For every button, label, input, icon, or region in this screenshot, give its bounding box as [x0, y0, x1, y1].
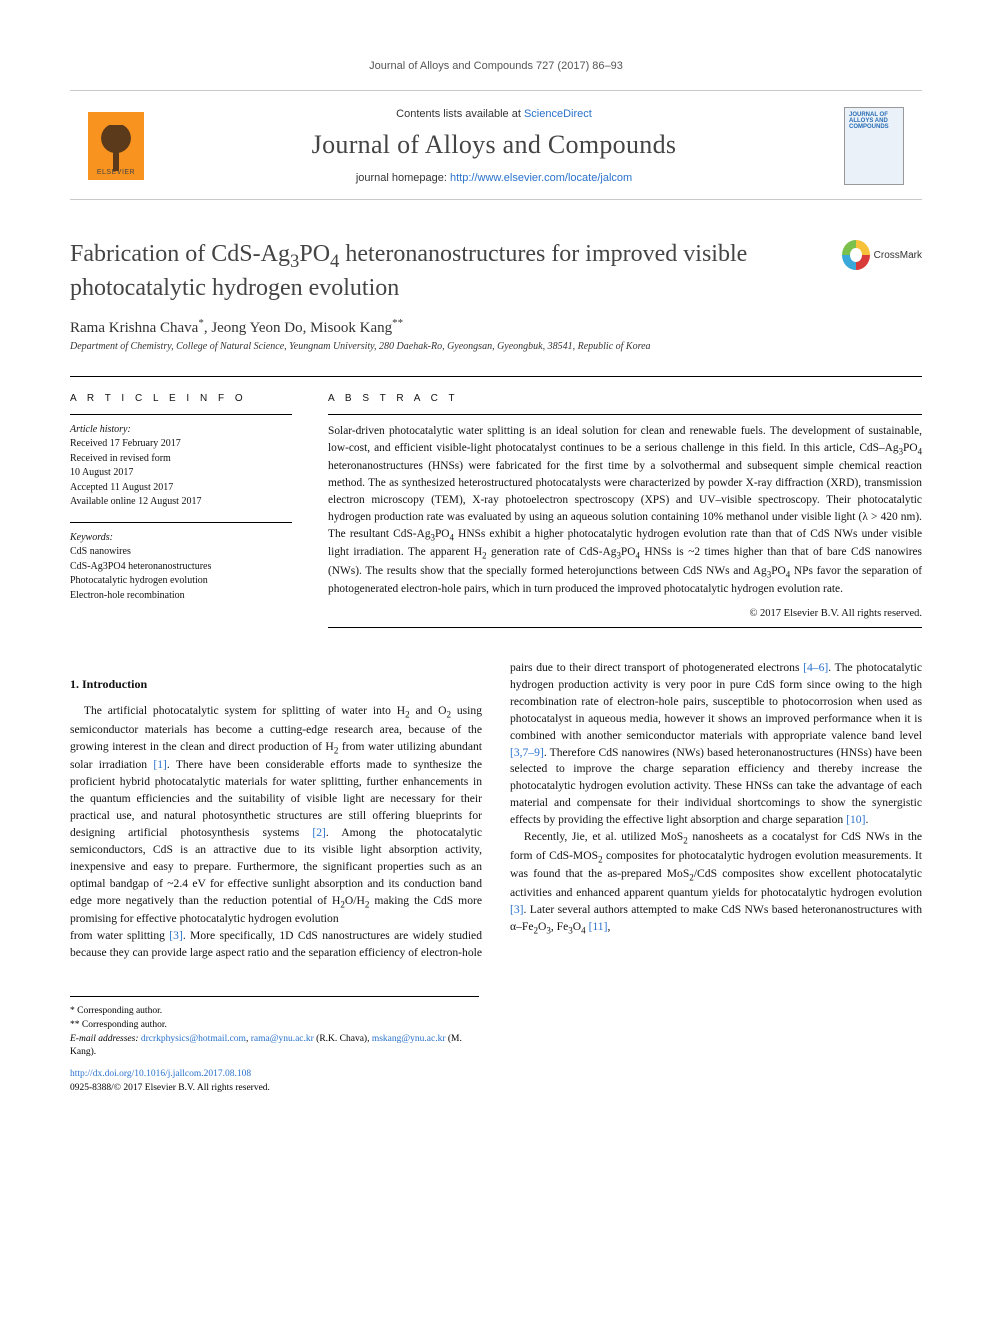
homepage-prefix: journal homepage: [356, 172, 450, 184]
journal-cover-thumbnail: JOURNAL OF ALLOYS AND COMPOUNDS [844, 107, 904, 185]
crossmark-label: CrossMark [874, 250, 922, 261]
abstract-heading: A B S T R A C T [328, 393, 922, 404]
elsevier-tree-icon [96, 125, 136, 169]
journal-homepage-line: journal homepage: http://www.elsevier.co… [162, 172, 826, 184]
keywords-block: Keywords: CdS nanowires CdS-Ag3PO4 heter… [70, 531, 292, 604]
email-label: E-mail addresses: [70, 1034, 139, 1044]
elsevier-logo: ELSEVIER [88, 112, 144, 180]
article-title: Fabrication of CdS-Ag3PO4 heteronanostru… [70, 240, 828, 303]
body-paragraph: Recently, Jie, et al. utilized MoS2 nano… [510, 829, 922, 937]
keyword: CdS nanowires [70, 546, 131, 557]
history-line: Accepted 11 August 2017 [70, 482, 173, 493]
journal-masthead: ELSEVIER Contents lists available at Sci… [70, 90, 922, 200]
crossmark-badge[interactable]: CrossMark [842, 240, 922, 270]
keyword: Photocatalytic hydrogen evolution [70, 575, 208, 586]
contents-available-line: Contents lists available at ScienceDirec… [162, 108, 826, 120]
abstract-copyright: © 2017 Elsevier B.V. All rights reserved… [328, 608, 922, 619]
issn-copyright-line: 0925-8388/© 2017 Elsevier B.V. All right… [70, 1082, 479, 1096]
abstract-text: Solar-driven photocatalytic water splitt… [328, 423, 922, 598]
keyword: CdS-Ag3PO4 heteronanostructures [70, 561, 211, 572]
body-paragraph: The artificial photocatalytic system for… [70, 703, 482, 928]
corr-author-2: ** Corresponding author. [70, 1019, 479, 1033]
history-line: 10 August 2017 [70, 467, 133, 478]
authors-line: Rama Krishna Chava*, Jeong Yeon Do, Miso… [70, 317, 922, 337]
doi-link[interactable]: http://dx.doi.org/10.1016/j.jallcom.2017… [70, 1069, 251, 1079]
journal-name: Journal of Alloys and Compounds [162, 130, 826, 160]
running-head: Journal of Alloys and Compounds 727 (201… [70, 60, 922, 72]
sciencedirect-link[interactable]: ScienceDirect [524, 108, 592, 120]
keywords-label: Keywords: [70, 532, 113, 543]
contents-prefix: Contents lists available at [396, 108, 524, 120]
article-info-column: A R T I C L E I N F O Article history: R… [70, 393, 292, 636]
history-line: Received 17 February 2017 [70, 438, 181, 449]
article-body: 1. Introduction The artificial photocata… [70, 660, 922, 962]
history-line: Received in revised form [70, 453, 171, 464]
masthead-center: Contents lists available at ScienceDirec… [162, 108, 826, 184]
journal-homepage-link[interactable]: http://www.elsevier.com/locate/jalcom [450, 172, 632, 184]
email-line: E-mail addresses: drcrkphysics@hotmail.c… [70, 1033, 479, 1061]
cover-line2: ALLOYS AND COMPOUNDS [849, 118, 899, 130]
affiliation: Department of Chemistry, College of Natu… [70, 341, 922, 352]
abstract-column: A B S T R A C T Solar-driven photocataly… [328, 393, 922, 636]
corresponding-author-footer: * Corresponding author. ** Corresponding… [70, 996, 479, 1096]
crossmark-icon [842, 240, 870, 270]
article-info-heading: A R T I C L E I N F O [70, 393, 292, 404]
doi-line: http://dx.doi.org/10.1016/j.jallcom.2017… [70, 1068, 479, 1082]
history-label: Article history: [70, 424, 131, 435]
corr-author-1: * Corresponding author. [70, 1005, 479, 1019]
article-history: Article history: Received 17 February 20… [70, 423, 292, 510]
keyword: Electron-hole recombination [70, 590, 185, 601]
history-line: Available online 12 August 2017 [70, 496, 201, 507]
section-heading-introduction: 1. Introduction [70, 676, 482, 694]
